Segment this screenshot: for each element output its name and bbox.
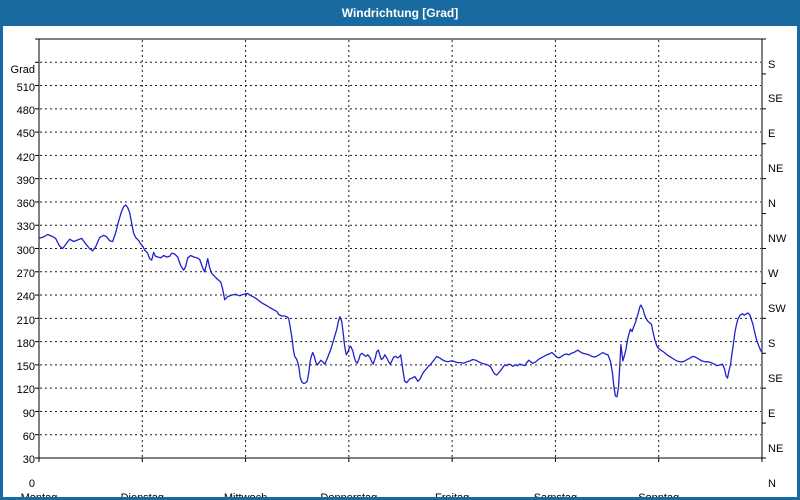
window-title: Windrichtung [Grad] bbox=[341, 6, 459, 20]
y-axis-tick-label-0: 0 bbox=[28, 477, 35, 490]
y-axis-tick-label-360: 360 bbox=[16, 198, 35, 211]
y-axis-tick-label-150: 150 bbox=[16, 361, 35, 374]
compass-label-45-NE: NE bbox=[768, 442, 784, 455]
y-axis-unit-label: Grad bbox=[10, 64, 35, 76]
day-label-Freitag: Freitag bbox=[435, 492, 470, 500]
y-axis-tick-label-210: 210 bbox=[16, 314, 35, 327]
compass-label-90-E: E bbox=[768, 407, 776, 420]
y-axis-tick-label-30: 30 bbox=[22, 454, 35, 467]
day-label-Montag: Montag bbox=[20, 492, 58, 500]
compass-label-540-S: S bbox=[768, 58, 776, 71]
compass-label-0-N: N bbox=[768, 477, 776, 490]
chart-canvas bbox=[35, 38, 766, 462]
y-axis-tick-label-180: 180 bbox=[16, 337, 35, 350]
y-axis-tick-label-510: 510 bbox=[16, 81, 35, 94]
day-label-Dienstag: Dienstag bbox=[120, 492, 164, 500]
y-axis-tick-label-120: 120 bbox=[16, 384, 35, 397]
y-axis-tick-label-240: 240 bbox=[16, 291, 35, 304]
compass-label-450-E: E bbox=[768, 128, 776, 141]
day-label-Mittwoch: Mittwoch bbox=[223, 492, 268, 500]
y-axis-tick-label-420: 420 bbox=[16, 151, 35, 164]
window-border-left bbox=[0, 0, 3, 500]
wind-direction-chart: 0 30 60 90 120 150 180 210 240 270 300 330 360 390 420… bbox=[0, 26, 800, 500]
window-border-right bbox=[797, 0, 800, 500]
compass-label-180-S: S bbox=[768, 337, 776, 350]
compass-label-270-W: W bbox=[768, 268, 779, 280]
y-axis-tick-label-480: 480 bbox=[16, 105, 35, 118]
y-axis-tick-label-390: 390 bbox=[16, 174, 35, 187]
compass-label-225-SW: SW bbox=[768, 302, 786, 315]
y-axis-tick-label-90: 90 bbox=[22, 407, 35, 420]
y-axis-tick-label-300: 300 bbox=[16, 244, 35, 257]
title-bar: Windrichtung [Grad] bbox=[0, 0, 800, 26]
day-label-Donnerstag: Donnerstag bbox=[320, 492, 378, 500]
compass-label-405-NE: NE bbox=[768, 163, 784, 176]
compass-label-495-SE: SE bbox=[768, 93, 783, 106]
y-axis-tick-label-270: 270 bbox=[16, 268, 35, 280]
y-axis-tick-label-330: 330 bbox=[16, 221, 35, 234]
day-label-Sonntag: Sonntag bbox=[638, 492, 680, 500]
y-axis-tick-label-450: 450 bbox=[16, 128, 35, 141]
compass-label-315-NW: NW bbox=[768, 233, 787, 246]
window-border-bottom bbox=[0, 497, 800, 500]
y-axis-tick-label-60: 60 bbox=[22, 430, 35, 443]
day-label-Samstag: Samstag bbox=[533, 492, 578, 500]
compass-label-135-SE: SE bbox=[768, 372, 783, 385]
wind-direction-line bbox=[38, 204, 763, 398]
compass-label-360-N: N bbox=[768, 198, 776, 211]
